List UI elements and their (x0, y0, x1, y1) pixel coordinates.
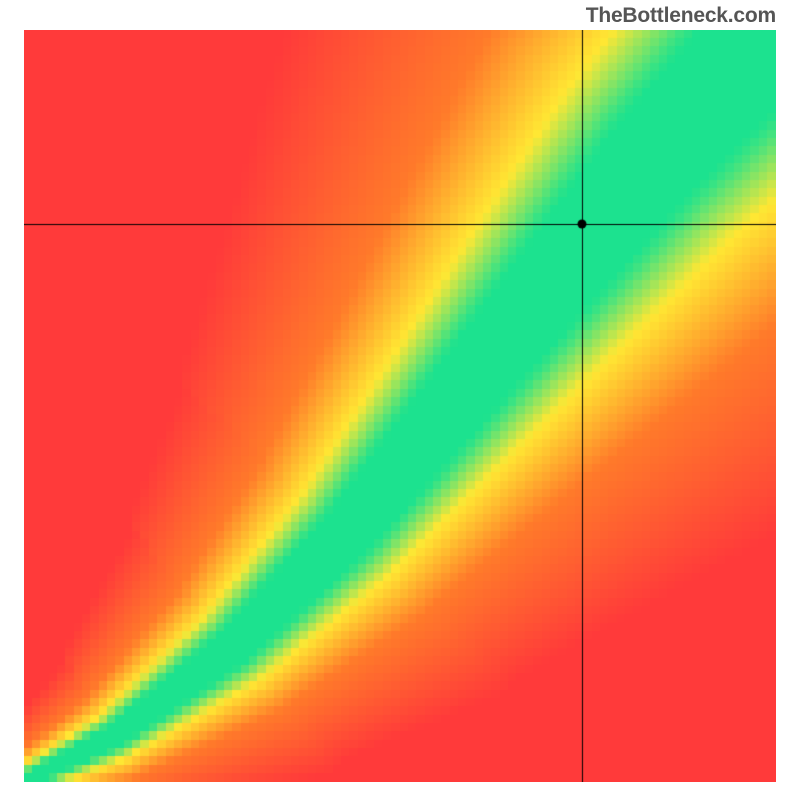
bottleneck-heatmap (24, 30, 776, 782)
attribution-text: TheBottleneck.com (586, 4, 776, 28)
